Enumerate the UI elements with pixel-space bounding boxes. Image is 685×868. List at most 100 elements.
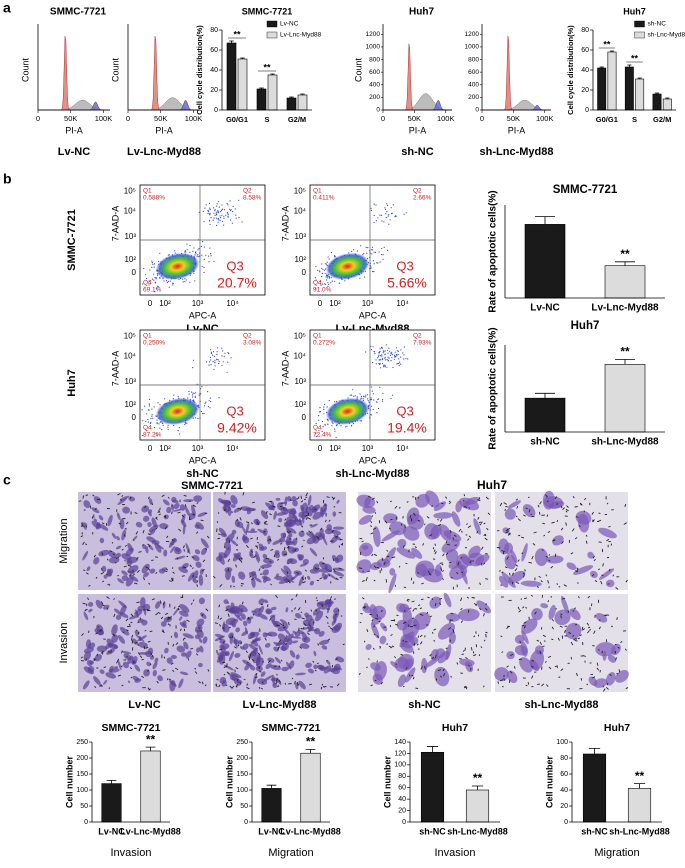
pore — [479, 522, 481, 523]
pore — [499, 571, 501, 572]
event-dot — [236, 218, 237, 219]
y-tick-label: 10³ — [294, 232, 306, 241]
event-dot — [210, 217, 211, 218]
event-dot — [386, 344, 387, 345]
event-dot — [382, 393, 383, 394]
event-dot — [364, 276, 365, 277]
event-dot — [365, 395, 366, 396]
quadrant-value: 0.250% — [143, 340, 165, 347]
y-tick-label: 10⁴ — [294, 207, 307, 216]
pore — [123, 632, 125, 633]
x-tick-label: 100K — [95, 114, 113, 123]
quadrant-value: 8.58% — [243, 195, 262, 202]
y-tick-label: 60 — [210, 47, 218, 54]
event-dot — [351, 251, 352, 252]
quadrant-value: 0.272% — [313, 340, 335, 347]
significance-label: ** — [635, 769, 645, 783]
event-dot — [215, 215, 216, 216]
pore — [557, 503, 558, 505]
event-dot — [387, 353, 388, 354]
histogram-curve — [482, 36, 551, 110]
event-dot — [219, 207, 220, 208]
event-dot — [361, 398, 362, 399]
pore — [295, 681, 296, 684]
event-dot — [216, 225, 217, 226]
y-tick-label: 10² — [294, 255, 306, 264]
error-bar — [146, 747, 156, 751]
pore — [363, 571, 364, 573]
pore — [311, 610, 312, 612]
y-tick-label: 0 — [475, 107, 479, 114]
significance-label: ** — [631, 53, 639, 63]
event-dot — [221, 215, 222, 216]
legend-swatch — [635, 32, 645, 38]
event-dot — [201, 255, 202, 256]
event-dot — [159, 278, 160, 279]
pore — [235, 670, 236, 673]
pore — [432, 598, 433, 600]
event-dot — [376, 412, 377, 413]
event-dot — [195, 253, 196, 254]
y-tick-label: 600 — [369, 69, 380, 76]
micrograph — [213, 492, 346, 590]
x-tick-label: 50K — [408, 114, 421, 123]
x-axis-label: APC-A — [359, 310, 387, 320]
event-dot — [213, 213, 214, 214]
event-dot — [195, 417, 196, 418]
event-dot — [372, 271, 373, 272]
micrograph — [495, 491, 628, 590]
pore — [497, 547, 500, 548]
bar — [628, 788, 651, 822]
significance-label: ** — [603, 39, 611, 49]
event-dot — [231, 209, 232, 210]
event-dot — [167, 427, 168, 428]
pore — [280, 544, 282, 545]
event-dot — [210, 398, 211, 399]
event-dot — [221, 365, 222, 366]
event-dot — [374, 252, 375, 253]
event-dot — [159, 428, 160, 429]
pore — [277, 674, 278, 676]
quadrant-value: 5.66% — [387, 275, 427, 291]
event-dot — [391, 213, 392, 214]
pore — [528, 497, 529, 498]
event-dot — [227, 213, 228, 214]
y-tick-label: 10⁴ — [124, 352, 137, 361]
y-tick-label: 100 — [394, 762, 406, 769]
bar — [466, 790, 489, 822]
event-dot — [189, 282, 190, 283]
quadrant-name: Q1 — [143, 188, 152, 195]
event-dot — [208, 211, 209, 212]
event-dot — [216, 359, 217, 360]
x-tick-label: G2/M — [288, 115, 306, 124]
quadrant-name: Q2 — [413, 188, 422, 195]
event-dot — [227, 216, 228, 217]
flow-scatter-plot: Q10.272%Q27.93%Q472.4%Q319.4%10⁵10⁴10³10… — [280, 330, 435, 480]
event-dot — [152, 279, 153, 280]
event-dot — [374, 353, 375, 354]
pore — [518, 535, 520, 536]
x-axis-label: APC-A — [189, 455, 217, 465]
y-tick-label: 60 — [560, 771, 568, 778]
pore — [469, 508, 470, 509]
event-dot — [389, 351, 390, 352]
y-tick-label: 0 — [585, 107, 589, 114]
bar — [287, 98, 296, 110]
event-dot — [407, 358, 408, 359]
event-dot — [373, 346, 374, 347]
legend-label: sh-NC — [648, 21, 667, 28]
event-dot — [398, 358, 399, 359]
event-dot — [353, 249, 354, 250]
event-dot — [209, 248, 210, 249]
event-dot — [142, 420, 143, 421]
event-dot — [168, 429, 169, 430]
event-dot — [216, 354, 217, 355]
event-dot — [378, 363, 379, 364]
event-dot — [197, 254, 198, 255]
event-dot — [391, 352, 392, 353]
event-dot — [202, 241, 203, 242]
x-tick-label: sh-Lnc-Myd88 — [609, 826, 670, 836]
y-tick-label: 10³ — [124, 377, 136, 386]
x-axis-label: Migration — [268, 847, 313, 859]
